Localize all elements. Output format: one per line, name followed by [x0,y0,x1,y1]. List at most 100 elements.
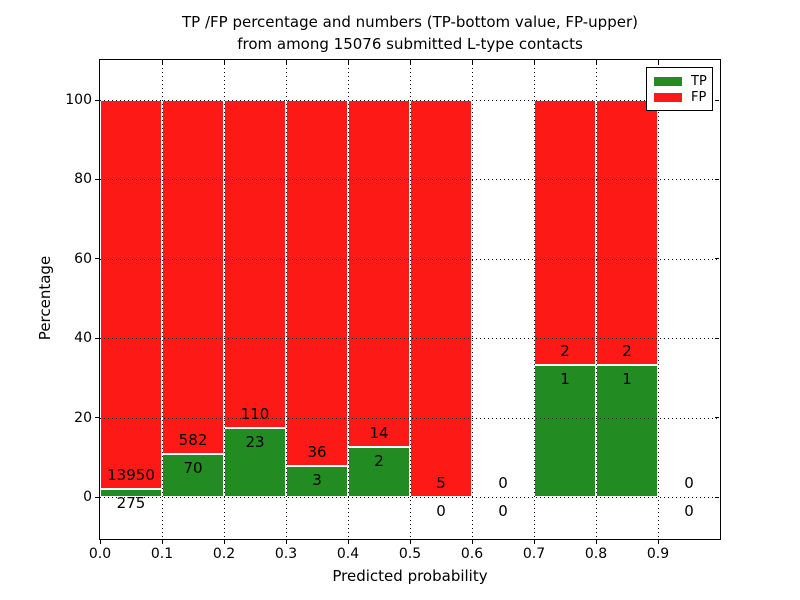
fp-bar-segment [224,100,286,429]
tp-bar-segment [162,454,224,497]
tp-bar-segment [100,489,162,497]
y-tick-right [715,417,719,419]
x-tick-top [285,60,287,64]
fp-count-label: 2 [622,341,632,360]
y-tick-label: 0 [83,489,92,505]
x-tick-label: 0.1 [150,546,174,562]
y-tick-label: 60 [74,250,92,267]
tp-count-label: 1 [622,369,632,388]
tp-count-label: 0 [684,502,694,520]
x-tick-bottom [347,540,349,544]
fp-count-label: 13950 [107,466,155,485]
x-tick-bottom [285,540,287,544]
tp-bar-segment [348,447,410,497]
v-gridline [596,60,597,539]
x-tick-label: 0.0 [88,546,112,562]
x-tick-label: 0.7 [522,546,546,562]
x-tick-top [533,60,535,64]
plot-area: 13950 275 582 70 110 23 36 3 14 2 5 0 0 0 2 1 2 1 0 0 [99,59,721,540]
tp-count-label: 275 [116,494,146,513]
y-tick-left [95,99,99,101]
tp-legend-swatch [654,76,682,86]
fp-legend-label: FP [691,89,707,105]
fp-bar-segment [596,100,658,365]
chart-title-line1: TP /FP percentage and numbers (TP-bottom… [182,13,638,31]
x-tick-label: 0.8 [584,546,608,562]
fp-count-label: 2 [560,341,570,360]
x-tick-top [223,60,225,64]
v-gridline [348,60,349,539]
fp-count-label: 5 [436,474,446,492]
tp-bar-segment [596,364,658,497]
y-tick-right [715,337,719,339]
legend: TP FP [646,67,713,111]
x-tick-label: 0.3 [274,546,298,562]
fp-count-label: 0 [684,474,694,492]
x-tick-bottom [161,540,163,544]
fp-count-label: 36 [307,443,327,462]
x-tick-label: 0.6 [460,546,484,562]
tp-count-label: 3 [312,471,322,490]
v-gridline [224,60,225,539]
fp-count-label: 582 [178,431,208,450]
fp-bar-segment [348,100,410,448]
x-tick-top [657,60,659,64]
tp-count-label: 0 [498,502,508,520]
y-axis-label: Percentage [36,255,54,341]
fp-count-label: 110 [240,405,270,424]
x-tick-bottom [99,540,101,544]
chart-title: TP /FP percentage and numbers (TP-bottom… [99,11,721,55]
y-tick-left [95,496,99,498]
v-gridline [286,60,287,539]
x-tick-bottom [533,540,535,544]
x-tick-bottom [595,540,597,544]
fp-count-label: 14 [369,424,389,443]
fp-legend-swatch [654,92,682,102]
y-tick-label: 80 [74,171,92,188]
legend-item-tp: TP [654,73,712,89]
x-tick-top [595,60,597,64]
y-tick-right [715,258,719,260]
y-tick-label: 100 [65,92,92,108]
v-gridline [658,60,659,539]
fp-bar-segment [286,100,348,467]
x-tick-label: 0.4 [336,546,360,562]
y-tick-left [95,178,99,180]
tp-count-label: 23 [245,433,265,452]
tp-count-label: 1 [560,369,570,388]
fp-bar-segment [162,100,224,455]
y-tick-right [715,496,719,498]
tp-legend-label: TP [691,73,707,89]
x-tick-label: 0.5 [398,546,422,562]
x-axis-label: Predicted probability [332,567,488,585]
fp-bar-segment [410,100,472,497]
fp-count-label: 0 [498,474,508,492]
y-tick-left [95,258,99,260]
chart-title-line2: from among 15076 submitted L-type contac… [237,35,583,53]
y-tick-right [715,178,719,180]
tp-count-label: 2 [374,452,384,471]
tp-bar-segment [286,466,348,497]
fp-bar-segment [100,100,162,490]
v-gridline [472,60,473,539]
x-tick-bottom [223,540,225,544]
fp-bar-segment [534,100,596,365]
x-tick-label: 0.2 [212,546,236,562]
x-tick-label: 0.9 [646,546,670,562]
v-gridline [162,60,163,539]
y-tick-left [95,337,99,339]
tp-count-label: 70 [183,459,203,478]
v-gridline [410,60,411,539]
x-tick-bottom [409,540,411,544]
y-tick-left [95,417,99,419]
y-tick-label: 40 [74,330,92,347]
v-gridline [534,60,535,539]
legend-item-fp: FP [654,89,712,105]
y-tick-right [715,99,719,101]
y-tick-label: 20 [74,409,92,426]
x-tick-bottom [471,540,473,544]
x-tick-top [409,60,411,64]
x-tick-top [347,60,349,64]
x-tick-bottom [657,540,659,544]
